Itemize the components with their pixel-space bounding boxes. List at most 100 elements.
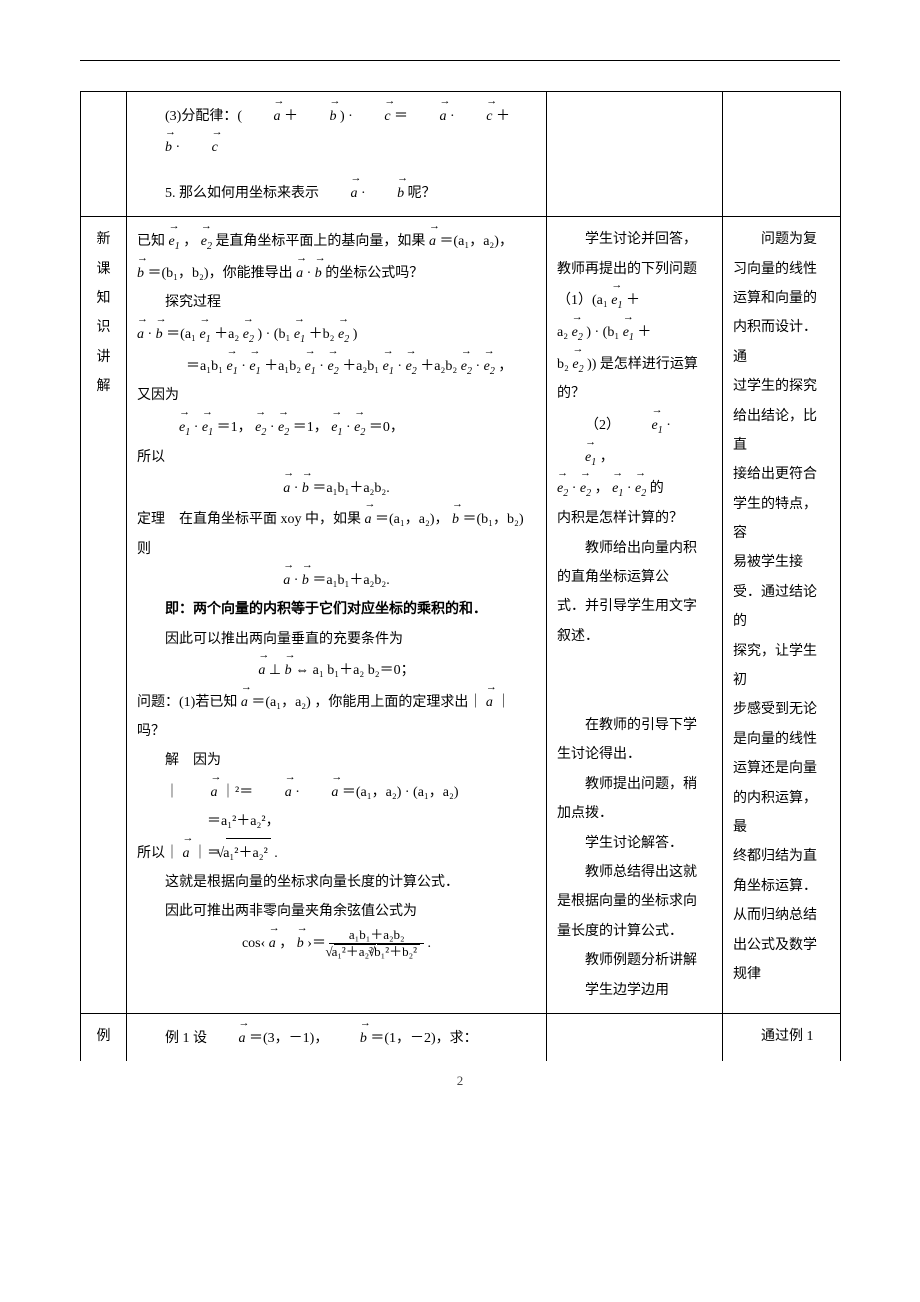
text: 接给出更符合	[733, 460, 830, 489]
vec-a: a	[137, 318, 144, 349]
text: ＝(b₁，b₂)，你能推导出	[148, 266, 293, 281]
text: 量长度的计算公式．	[557, 917, 712, 946]
text: 内积而设计．通	[733, 313, 830, 372]
vec-e2: e2	[580, 472, 591, 504]
vec-c: c	[458, 100, 492, 131]
vec-c: c	[184, 131, 218, 162]
text: 叙述．	[557, 622, 712, 651]
text: 知	[91, 284, 116, 313]
text: 从而归纳总结	[733, 901, 830, 930]
row3-col2: 例 1 设 a ＝(3，－1)， b ＝(1，－2)，求：	[127, 1013, 547, 1061]
p17: ｜ a ｜²＝ a · a ＝(a₁，a₂) · (a₁，a₂)	[137, 776, 536, 807]
text: ) ·	[340, 109, 356, 124]
vec-e2: e2	[338, 318, 349, 350]
vec-e1: e1	[623, 316, 634, 348]
vec-b: b	[302, 100, 337, 131]
vec-b: b	[452, 503, 459, 534]
vec-a: a	[241, 686, 248, 717]
example-label: 例	[81, 1013, 127, 1061]
text: 学生讨论解答．	[557, 829, 712, 858]
p7: e1 · e1 ＝1， e2 · e2 ＝1， e1 · e2 ＝0，	[137, 411, 536, 443]
text: 定理 在直角坐标平面 xoy 中，如果	[137, 512, 361, 527]
p2: b ＝(b₁，b₂)，你能推导出 a · b 的坐标公式吗？	[137, 257, 536, 288]
p8: 所以	[137, 443, 536, 472]
text: 终都归结为直	[733, 842, 830, 871]
text: 运算和向量的	[733, 284, 830, 313]
vec-b: b	[302, 564, 309, 595]
text: ＋a₁b₂	[264, 359, 301, 374]
vec-e2: e2	[635, 472, 646, 504]
vec-e1: e1	[169, 225, 180, 257]
text: ＋a₂b₁	[342, 359, 379, 374]
p3: 探究过程	[137, 288, 536, 317]
text: ＝(a₁，a₂) ，你能用上面的定理求出｜	[251, 695, 482, 710]
p11: a · b ＝a₁b₁＋a₂b₂.	[137, 564, 536, 595]
text: ＋	[496, 109, 510, 124]
vec-b: b	[137, 257, 144, 288]
text: ＝a₁b₁	[186, 359, 223, 374]
vec-a: a	[283, 472, 290, 503]
row2-col3: 学生讨论并回答， 教师再提出的下列问题 （1）(a₁ e1 ＋ a₂ e2 ) …	[547, 217, 723, 1014]
vec-e2: e2	[461, 350, 472, 382]
q8: e2 · e2 ， e1 · e2 的	[557, 472, 712, 504]
text: ·	[475, 359, 483, 374]
text: 给出结论，比直	[733, 402, 830, 461]
text: ·	[450, 109, 458, 124]
text: ·	[295, 785, 303, 800]
row2-col2: 已知 e1 ， e2 是直角坐标平面上的基向量，如果 a ＝(a₁，a₂)， b…	[127, 217, 547, 1014]
vec-a: a	[296, 257, 303, 288]
text: ·	[397, 359, 405, 374]
text: 学生讨论并回答，	[557, 225, 712, 254]
text: 教师总结得出这就	[557, 858, 712, 887]
text: 5. 那么如何用坐标来表示	[165, 186, 319, 201]
text: 例 1 设	[165, 1031, 207, 1046]
table-row: (3)分配律：( a ＋ b ) · c ＝ a · c ＋ b · c	[81, 92, 841, 217]
text: 问题：(1)若已知	[137, 695, 237, 710]
text: 是向量的线性	[733, 725, 830, 754]
text: ·	[176, 140, 184, 155]
text: 步感受到无论	[733, 695, 830, 724]
frac-num: a₁b₁＋a₂b₂	[329, 928, 424, 943]
p18: ＝a₁²＋a₂²，	[137, 807, 536, 836]
vec-a: a	[257, 776, 292, 807]
text: 解	[91, 372, 116, 401]
text: ＋	[637, 325, 651, 340]
text: )) 是怎样进行运算	[587, 357, 698, 372]
text: 讲	[91, 343, 116, 372]
text: 的内积运算，最	[733, 784, 830, 843]
text: )	[353, 327, 358, 342]
vec-a: a	[269, 927, 276, 958]
row3-col4: 通过例 1	[723, 1013, 841, 1061]
example-1: 例 1 设 a ＝(3，－1)， b ＝(1，－2)，求：	[137, 1022, 536, 1053]
text: ＝1，	[293, 420, 328, 435]
q5: b₂ e2 )) 是怎样进行运算	[557, 348, 712, 380]
text: ＋	[284, 109, 298, 124]
vec-a: a	[211, 1022, 246, 1053]
text: 角坐标运算．	[733, 872, 830, 901]
distributive-law: (3)分配律：( a ＋ b ) · c ＝ a · c ＋ b · c	[137, 100, 536, 163]
text: ⇔ a₁ b₁＋a₂ b₂＝0；	[295, 663, 414, 678]
vec-b: b	[156, 318, 163, 349]
text: ＝a₁²＋a₂²，	[207, 814, 280, 829]
text: ·	[627, 481, 635, 496]
p15: 问题：(1)若已知 a ＝(a₁，a₂) ，你能用上面的定理求出｜ a ｜ 吗？	[137, 686, 536, 747]
text: ·	[270, 420, 278, 435]
text: b₂	[557, 357, 569, 372]
p19: 所以｜ a ｜＝ a₁²＋a₂² .	[137, 837, 536, 868]
row3-col3	[547, 1013, 723, 1061]
vec-e1: e1	[383, 350, 394, 382]
text: ·	[241, 359, 249, 374]
vec-b: b	[137, 131, 172, 162]
vec-e2: e2	[557, 472, 568, 504]
p12: 即：两个向量的内积等于它们对应坐标的乘积的和．	[137, 595, 536, 624]
text: 是根据向量的坐标求向	[557, 887, 712, 916]
text: cos‹	[242, 936, 269, 951]
vec-b: b	[369, 177, 404, 208]
text: ＝(3，－1)，	[249, 1031, 328, 1046]
text: ＝(a₁，a₂) · (a₁，a₂)	[342, 785, 459, 800]
row1-col2: (3)分配律：( a ＋ b ) · c ＝ a · c ＋ b · c	[127, 92, 547, 217]
text: 识	[91, 313, 116, 342]
text: 通过例 1	[733, 1022, 830, 1051]
text: ·	[572, 481, 580, 496]
text: ·	[307, 266, 315, 281]
